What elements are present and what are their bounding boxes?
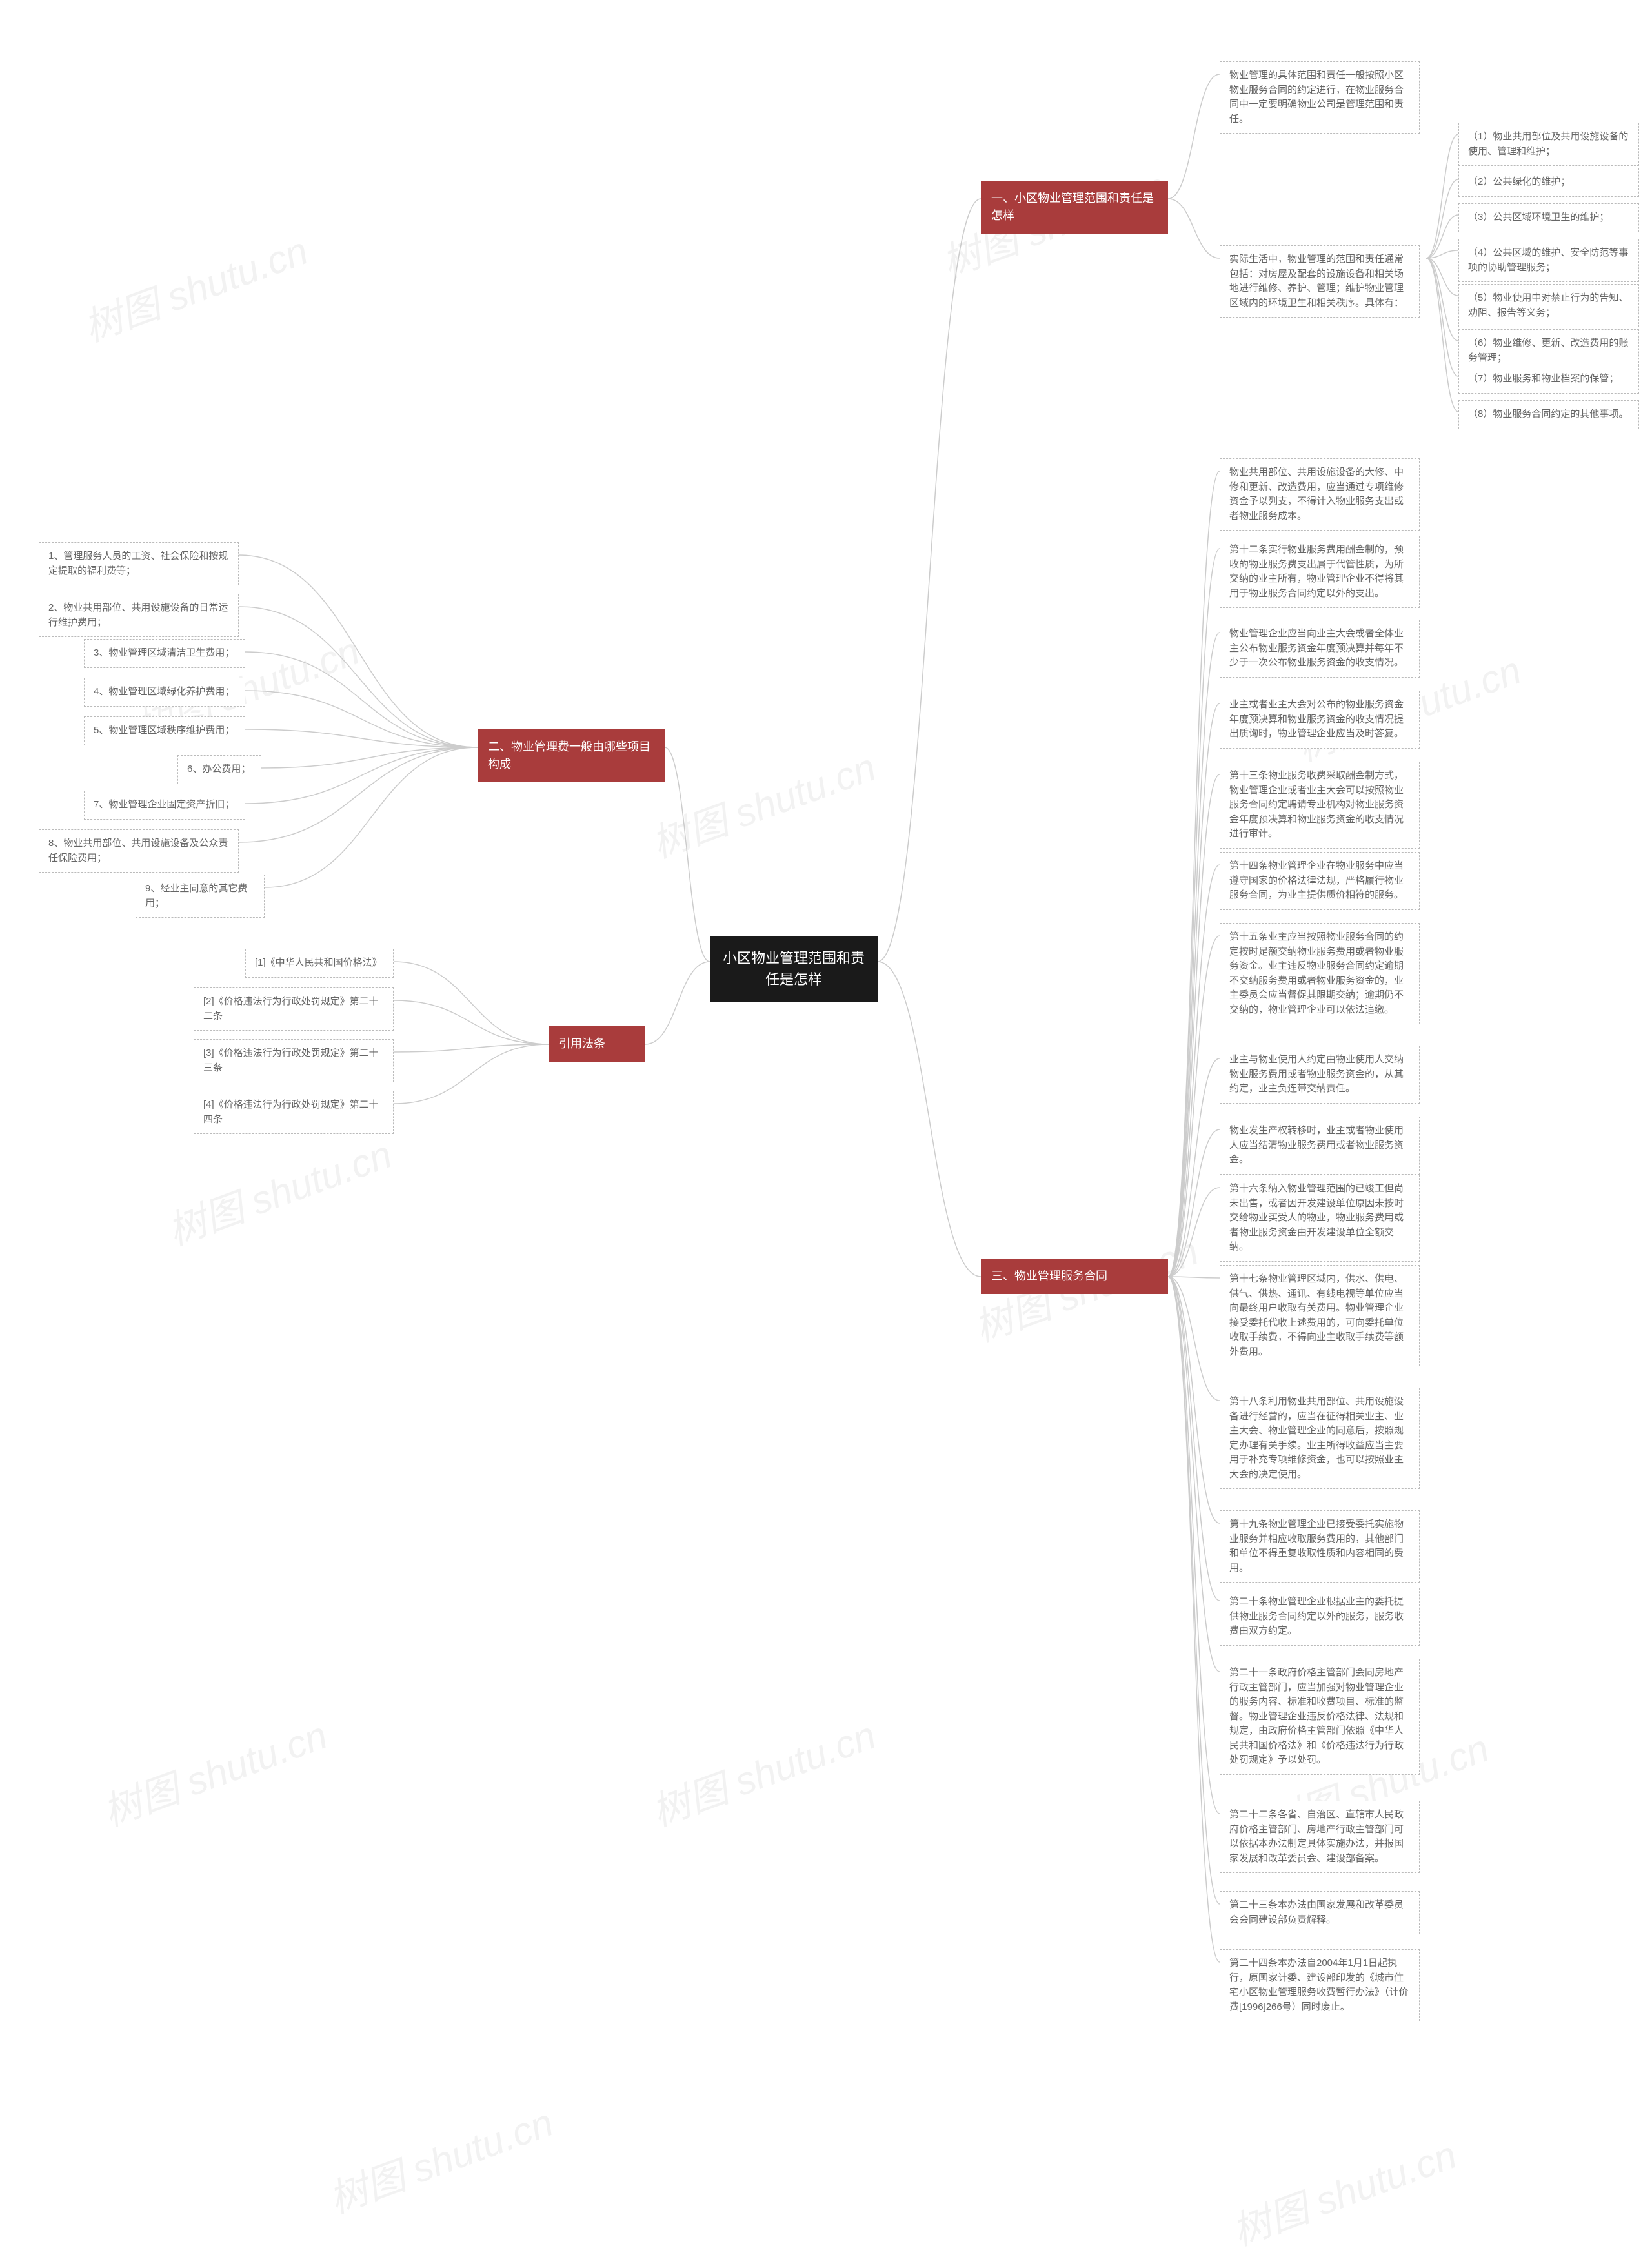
leaf-s2-0: 1、管理服务人员的工资、社会保险和按规定提取的福利费等； — [39, 542, 239, 585]
leaf-s3-2: 物业管理企业应当向业主大会或者全体业主公布物业服务资金年度预决算并每年不少于一次… — [1220, 620, 1420, 678]
leaf-s3-0: 物业共用部位、共用设施设备的大修、中修和更新、改造费用，应当通过专项维修资金予以… — [1220, 458, 1420, 531]
leaf-s3-6: 第十五条业主应当按照物业服务合同的约定按时足额交纳物业服务费用或者物业服务资金。… — [1220, 923, 1420, 1024]
leaf-s2-4: 5、物业管理区域秩序维护费用； — [84, 716, 245, 745]
watermark: 树图 shutu.cn — [94, 1704, 334, 1837]
leaf-s3-11: 第十八条利用物业共用部位、共用设施设备进行经营的，应当在征得相关业主、业主大会、… — [1220, 1388, 1420, 1489]
leaf-s1-1: 实际生活中，物业管理的范围和责任通常包括：对房屋及配套的设施设备和相关场地进行维… — [1220, 245, 1420, 318]
leaf-s3-3: 业主或者业主大会对公布的物业服务资金年度预决算和物业服务资金的收支情况提出质询时… — [1220, 691, 1420, 749]
leaf-s2-5: 6、办公费用； — [177, 755, 261, 784]
leaf-s3-1: 第十二条实行物业服务费用酬金制的，预收的物业服务费支出属于代管性质，为所交纳的业… — [1220, 536, 1420, 608]
leaf-s3-12: 第十九条物业管理企业已接受委托实施物业服务并相应收取服务费用的，其他部门和单位不… — [1220, 1510, 1420, 1583]
leaf-s3-14: 第二十一条政府价格主管部门会同房地产行政主管部门，应当加强对物业管理企业的服务内… — [1220, 1659, 1420, 1775]
leaf-s3-16: 第二十三条本办法由国家发展和改革委员会会同建设部负责解释。 — [1220, 1891, 1420, 1934]
leaf-s3-17: 第二十四条本办法自2004年1月1日起执行，原国家计委、建设部印发的《城市住宅小… — [1220, 1949, 1420, 2021]
watermark: 树图 shutu.cn — [643, 1704, 882, 1837]
leaf-s2-7: 8、物业共用部位、共用设施设备及公众责任保险费用； — [39, 829, 239, 873]
leaf-s3-8: 物业发生产权转移时，业主或者物业使用人应当结清物业服务费用或者物业服务资金。 — [1220, 1117, 1420, 1175]
leaf-s4-2: [3]《价格违法行为行政处罚规定》第二十三条 — [194, 1039, 394, 1082]
leaf-s4-3: [4]《价格违法行为行政处罚规定》第二十四条 — [194, 1091, 394, 1134]
leaf-s2-6: 7、物业管理企业固定资产折旧； — [84, 791, 245, 820]
leaf-s1-1-7: （8）物业服务合同约定的其他事项。 — [1458, 400, 1639, 429]
watermark: 树图 shutu.cn — [1224, 2123, 1463, 2256]
leaf-s2-8: 9、经业主同意的其它费用； — [136, 875, 265, 918]
root-node: 小区物业管理范围和责任是怎样 — [710, 936, 878, 1002]
leaf-s1-1-0: （1）物业共用部位及共用设施设备的使用、管理和维护； — [1458, 123, 1639, 166]
leaf-s1-1-6: （7）物业服务和物业档案的保管； — [1458, 365, 1639, 394]
watermark: 树图 shutu.cn — [643, 736, 882, 869]
section-s4: 引用法条 — [549, 1026, 645, 1062]
leaf-s1-0: 物业管理的具体范围和责任一般按照小区物业服务合同的约定进行，在物业服务合同中一定… — [1220, 61, 1420, 134]
leaf-s1-1-4: （5）物业使用中对禁止行为的告知、劝阻、报告等义务； — [1458, 284, 1639, 327]
section-s1: 一、小区物业管理范围和责任是怎样 — [981, 181, 1168, 234]
leaf-s2-2: 3、物业管理区域清洁卫生费用； — [84, 639, 245, 668]
leaf-s3-5: 第十四条物业管理企业在物业服务中应当遵守国家的价格法律法规，严格履行物业服务合同… — [1220, 852, 1420, 910]
watermark: 树图 shutu.cn — [75, 219, 314, 352]
leaf-s3-4: 第十三条物业服务收费采取酬金制方式，物业管理企业或者业主大会可以按照物业服务合同… — [1220, 762, 1420, 849]
leaf-s2-3: 4、物业管理区域绿化养护费用； — [84, 678, 245, 707]
leaf-s2-1: 2、物业共用部位、共用设施设备的日常运行维护费用； — [39, 594, 239, 637]
leaf-s1-1-1: （2）公共绿化的维护； — [1458, 168, 1639, 197]
watermark: 树图 shutu.cn — [320, 2091, 559, 2224]
section-s2: 二、物业管理费一般由哪些项目构成 — [478, 729, 665, 782]
leaf-s1-1-2: （3）公共区域环境卫生的维护； — [1458, 203, 1639, 232]
leaf-s3-9: 第十六条纳入物业管理范围的已竣工但尚未出售，或者因开发建设单位原因未按时交给物业… — [1220, 1175, 1420, 1262]
leaf-s4-1: [2]《价格违法行为行政处罚规定》第二十二条 — [194, 987, 394, 1031]
leaf-s3-10: 第十七条物业管理区域内，供水、供电、供气、供热、通讯、有线电视等单位应当向最终用… — [1220, 1265, 1420, 1366]
leaf-s3-13: 第二十条物业管理企业根据业主的委托提供物业服务合同约定以外的服务，服务收费由双方… — [1220, 1588, 1420, 1646]
leaf-s3-15: 第二十二条各省、自治区、直辖市人民政府价格主管部门、房地产行政主管部门可以依据本… — [1220, 1801, 1420, 1873]
leaf-s1-1-3: （4）公共区域的维护、安全防范等事项的协助管理服务； — [1458, 239, 1639, 282]
section-s3: 三、物业管理服务合同 — [981, 1259, 1168, 1294]
leaf-s4-0: [1]《中华人民共和国价格法》 — [245, 949, 394, 978]
watermark: 树图 shutu.cn — [159, 1123, 398, 1256]
leaf-s3-7: 业主与物业使用人约定由物业使用人交纳物业服务费用或者物业服务资金的，从其约定，业… — [1220, 1046, 1420, 1104]
